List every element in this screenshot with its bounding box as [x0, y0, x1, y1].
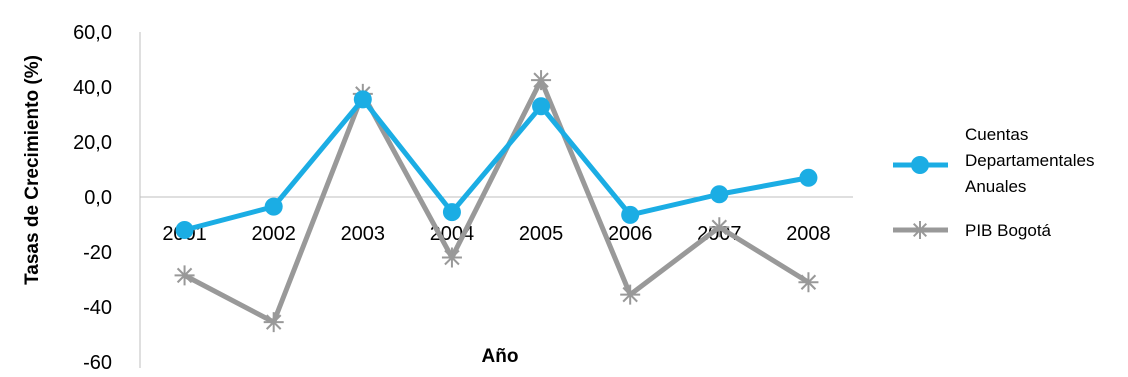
x-axis: 20012002200320042005200620072008 [140, 196, 853, 245]
x-tick-label: 2002 [251, 223, 296, 245]
y-tick-label: 40,0 [73, 77, 112, 99]
series-cuentas-departamentales [175, 90, 818, 239]
y-tick-label: -40 [83, 297, 112, 319]
series-line [183, 96, 809, 233]
x-tick-label: 2005 [519, 223, 564, 245]
data-point [710, 185, 729, 204]
legend: Cuentas Departamentales Anuales PIB Bogotá [893, 125, 1094, 240]
data-point [263, 312, 284, 333]
x-axis-title: Año [482, 346, 519, 367]
series-line [183, 77, 810, 325]
y-tick-label: 0,0 [84, 187, 112, 209]
y-axis: -60 -40 -20 0,0 20,0 40,0 60,0 [73, 22, 141, 374]
data-point [709, 217, 730, 238]
x-tick-label: 2006 [608, 223, 653, 245]
data-point [441, 247, 462, 268]
data-point [175, 221, 194, 239]
y-tick-label: -60 [83, 352, 112, 374]
legend-marker [911, 156, 929, 174]
y-tick-label: 20,0 [73, 132, 112, 154]
y-tick-label: 60,0 [73, 22, 112, 44]
data-point [174, 265, 195, 286]
data-point [621, 205, 640, 224]
x-tick-label: 2003 [341, 223, 386, 245]
data-point [532, 97, 551, 116]
legend-item-pib-bogota: PIB Bogotá [893, 221, 1052, 240]
data-point [799, 168, 818, 187]
x-tick-label: 2008 [786, 223, 831, 245]
data-point [620, 284, 641, 305]
legend-label: Cuentas Departamentales Anuales [965, 125, 1094, 196]
series-pib-bogota [174, 70, 819, 333]
y-axis-title: Tasas de Crecimiento (%) [22, 55, 43, 285]
data-point [798, 272, 819, 293]
data-point [264, 197, 283, 216]
legend-label: PIB Bogotá [965, 221, 1052, 240]
legend-marker [911, 221, 929, 239]
y-tick-label: -20 [83, 242, 112, 264]
data-point [442, 203, 461, 222]
legend-item-cuentas: Cuentas Departamentales Anuales [893, 125, 1094, 196]
series-lines [174, 70, 819, 333]
data-point [531, 70, 552, 91]
data-point [353, 90, 372, 109]
